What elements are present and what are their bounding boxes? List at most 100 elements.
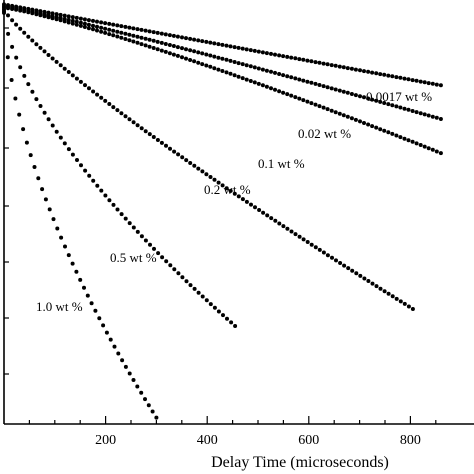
data-point bbox=[83, 168, 88, 173]
data-point bbox=[192, 37, 197, 42]
data-point bbox=[434, 82, 439, 87]
data-point bbox=[228, 44, 233, 49]
data-point bbox=[406, 138, 411, 143]
data-point bbox=[139, 126, 144, 131]
data-point bbox=[204, 63, 209, 68]
data-point bbox=[200, 39, 205, 44]
data-point bbox=[200, 294, 205, 299]
data-point bbox=[24, 140, 29, 145]
data-point bbox=[236, 45, 241, 50]
data-point bbox=[248, 48, 253, 53]
data-point bbox=[99, 95, 104, 100]
data-point bbox=[143, 238, 148, 243]
data-point bbox=[55, 226, 60, 231]
data-point bbox=[70, 21, 75, 26]
data-point bbox=[54, 12, 59, 17]
data-point bbox=[277, 72, 282, 76]
data-point bbox=[225, 316, 229, 321]
data-point bbox=[119, 30, 124, 35]
data-point bbox=[107, 102, 112, 106]
data-point bbox=[434, 115, 439, 120]
data-point bbox=[204, 298, 209, 303]
data-point bbox=[418, 111, 423, 116]
data-point bbox=[147, 37, 152, 42]
data-point bbox=[378, 127, 383, 132]
data-point bbox=[180, 35, 184, 40]
data-point bbox=[163, 49, 168, 54]
data-point bbox=[426, 81, 431, 86]
data-point bbox=[151, 30, 156, 35]
data-point bbox=[297, 77, 302, 82]
data-point bbox=[341, 89, 346, 94]
data-point bbox=[180, 46, 184, 51]
data-point bbox=[228, 71, 233, 76]
data-point bbox=[167, 33, 172, 38]
data-point bbox=[135, 123, 140, 128]
data-point bbox=[204, 172, 209, 177]
data-point bbox=[63, 244, 67, 249]
data-point bbox=[236, 74, 241, 79]
data-point bbox=[277, 221, 282, 226]
data-point bbox=[160, 255, 165, 260]
data-point bbox=[91, 178, 96, 183]
data-point bbox=[232, 73, 237, 78]
data-point bbox=[269, 216, 274, 221]
data-point bbox=[422, 144, 427, 149]
data-point bbox=[176, 152, 181, 157]
data-point bbox=[256, 81, 261, 86]
data-point bbox=[5, 55, 10, 60]
data-point bbox=[95, 19, 99, 24]
data-point bbox=[34, 42, 39, 47]
data-point bbox=[135, 384, 140, 389]
data-point bbox=[345, 66, 350, 71]
data-point bbox=[17, 112, 22, 117]
data-point bbox=[159, 31, 164, 36]
data-point bbox=[103, 30, 108, 35]
data-point bbox=[366, 96, 371, 101]
data-point bbox=[293, 76, 298, 81]
data-point bbox=[208, 175, 213, 179]
data-point bbox=[232, 60, 237, 64]
data-point bbox=[398, 105, 403, 110]
data-point bbox=[135, 40, 140, 45]
data-point bbox=[135, 34, 140, 39]
data-point bbox=[127, 25, 132, 30]
data-point bbox=[6, 31, 11, 36]
data-point bbox=[123, 31, 128, 36]
data-point bbox=[82, 25, 87, 29]
data-point bbox=[58, 63, 63, 68]
data-point bbox=[244, 47, 249, 52]
data-point bbox=[350, 268, 355, 273]
data-point bbox=[196, 290, 201, 295]
data-point bbox=[273, 70, 277, 75]
data-point bbox=[103, 26, 108, 31]
data-point bbox=[14, 22, 19, 27]
data-point bbox=[434, 149, 439, 154]
data-point bbox=[62, 141, 67, 146]
data-point bbox=[253, 205, 257, 210]
data-point bbox=[30, 38, 35, 43]
data-point bbox=[422, 112, 427, 117]
data-point bbox=[390, 103, 395, 108]
data-point bbox=[233, 324, 238, 328]
data-point bbox=[386, 291, 391, 296]
data-point bbox=[273, 52, 277, 57]
data-point bbox=[146, 403, 151, 408]
data-point bbox=[309, 242, 314, 247]
data-point bbox=[79, 163, 83, 168]
data-point bbox=[281, 73, 286, 78]
data-point bbox=[148, 242, 152, 247]
data-point bbox=[30, 89, 35, 94]
data-point bbox=[418, 79, 423, 84]
data-point bbox=[86, 18, 91, 23]
data-point bbox=[50, 16, 55, 21]
data-point bbox=[426, 146, 431, 151]
data-point bbox=[394, 296, 399, 301]
data-point bbox=[21, 127, 26, 132]
data-point bbox=[95, 28, 99, 33]
data-point bbox=[333, 63, 338, 68]
data-point bbox=[208, 53, 213, 58]
data-point bbox=[228, 58, 233, 63]
data-point bbox=[430, 147, 435, 152]
data-point bbox=[62, 66, 67, 71]
